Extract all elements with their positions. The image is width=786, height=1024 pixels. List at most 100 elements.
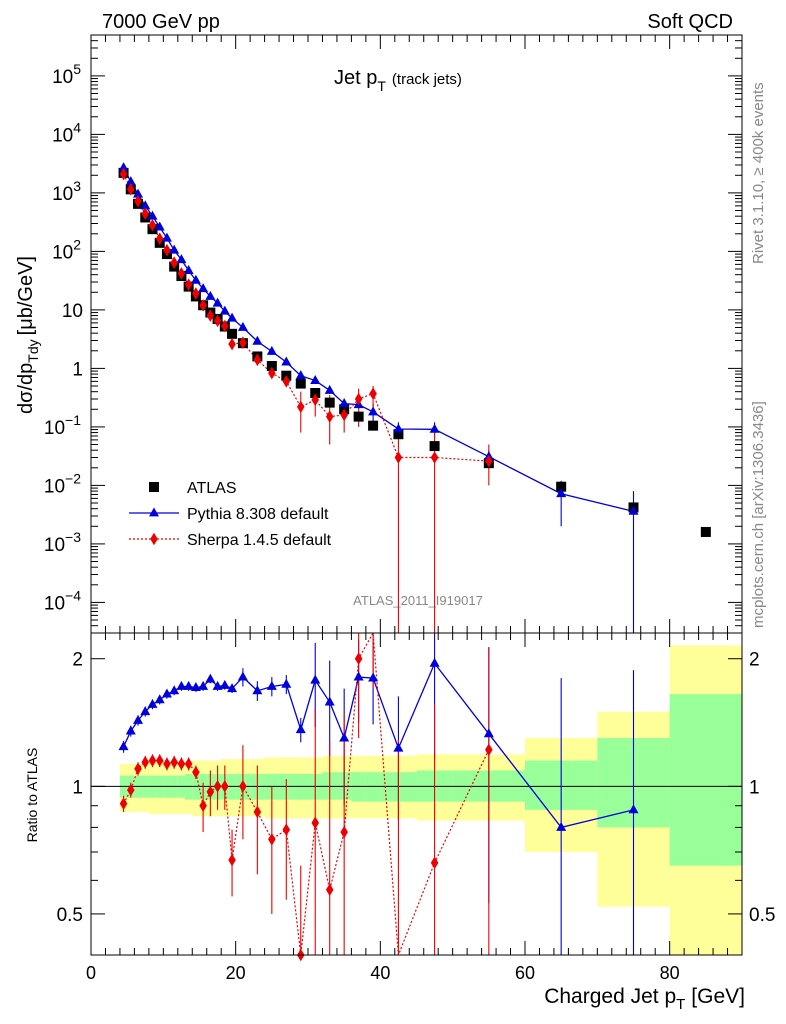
sherpa-ratio-marker [213, 780, 222, 793]
atlas-marker [700, 526, 711, 537]
pythia-marker [147, 210, 158, 220]
pythia-ratio-marker [281, 678, 292, 688]
pythia-marker [219, 305, 230, 315]
sherpa-marker [155, 232, 164, 245]
legend-label: Pythia 8.308 default [187, 506, 329, 523]
pythia-ratio-marker [310, 674, 321, 684]
sherpa-ratio-marker [354, 652, 363, 666]
atlas-marker [429, 441, 440, 452]
sherpa-marker [239, 336, 247, 350]
plot-title: Jet pT (track jets) [334, 67, 462, 94]
pythia-ratio-marker [393, 742, 404, 752]
pythia-ratio-marker [628, 804, 639, 814]
pythia-ratio-marker [212, 680, 223, 690]
sherpa-line [123, 173, 489, 462]
pythia-ratio-marker [198, 680, 209, 690]
sherpa-marker [282, 375, 291, 388]
pythia-ratio-marker [429, 657, 440, 667]
sherpa-ratio-marker [206, 785, 215, 799]
x-tick-label: 60 [515, 963, 535, 983]
sherpa-ratio-marker [340, 825, 348, 839]
pythia-marker [368, 406, 379, 416]
pythia-ratio-marker [176, 680, 187, 690]
legend-sherpa-marker [150, 532, 158, 546]
pythia-ratio-marker [125, 725, 136, 735]
sherpa-ratio-marker [239, 780, 247, 793]
pythia-marker [205, 290, 216, 300]
pythia-ratio-marker [219, 679, 230, 689]
sherpa-ratio-marker [282, 823, 291, 837]
atlas-marker [295, 378, 306, 389]
pythia-ratio-marker [252, 685, 263, 695]
pythia-ratio-marker [368, 672, 379, 682]
pythia-ratio-marker [154, 694, 165, 704]
y-tick-label: 105 [52, 61, 81, 88]
rivet-label: Rivet 3.1.10, ≥ 400k events [750, 82, 767, 264]
sherpa-marker [430, 451, 439, 464]
pythia-marker [198, 283, 209, 293]
pythia-marker [118, 162, 129, 172]
pythia-marker [556, 488, 567, 498]
ratio-y-tick-label-right: 1 [749, 777, 760, 798]
legend-label: ATLAS [187, 480, 237, 497]
band-inner [669, 694, 742, 866]
sherpa-marker [148, 218, 157, 232]
sherpa-marker [177, 267, 186, 280]
pythia-marker [295, 370, 306, 380]
sherpa-marker [184, 278, 193, 291]
ratio-y-tick-label-right: 2 [749, 650, 760, 671]
x-tick-label: 0 [86, 963, 96, 983]
sherpa-marker [394, 451, 403, 464]
sherpa-ratio-marker [155, 754, 164, 767]
pythia-marker [212, 297, 223, 307]
sherpa-ratio-marker [141, 755, 150, 769]
pythia-ratio-marker [339, 732, 350, 742]
y-tick-label: 104 [52, 119, 81, 146]
pythia-ratio-marker [237, 671, 248, 681]
sherpa-marker [170, 256, 178, 270]
pythia-marker [154, 221, 165, 231]
atlas-marker [556, 481, 567, 492]
pythia-marker [183, 265, 194, 275]
sherpa-marker [199, 298, 207, 312]
sherpa-marker [268, 366, 276, 380]
pythia-ratio-marker [556, 821, 567, 831]
atlas-marker [310, 387, 321, 398]
pythia-line [122, 167, 634, 512]
pythia-ratio-marker [140, 706, 151, 716]
pythia-ratio-marker [483, 728, 494, 738]
upper-y-label: dσ/dpTdy[μb/GeV] [15, 256, 41, 414]
pythia-ratio-marker [161, 688, 172, 698]
sherpa-marker [119, 167, 128, 181]
sherpa-ratio-marker [199, 799, 207, 813]
x-tick-label: 40 [370, 963, 390, 983]
y-tick-label: 103 [52, 178, 81, 205]
pythia-marker [628, 505, 639, 515]
band-inner [351, 772, 366, 802]
sherpa-ratio-marker [134, 762, 142, 776]
sherpa-marker [127, 183, 135, 196]
x-tick-label: 80 [660, 963, 680, 983]
pythia-marker [125, 176, 136, 186]
pythia-marker [176, 254, 187, 264]
sherpa-ratio-marker [192, 765, 200, 779]
atlas-marker [324, 397, 335, 408]
pythia-ratio-marker [227, 683, 238, 693]
pythia-marker [266, 345, 277, 355]
sherpa-ratio-marker [163, 757, 171, 771]
lower-y-label: Ratio to ATLAS [24, 748, 40, 843]
sherpa-marker [206, 309, 215, 322]
pythia-marker [227, 312, 238, 322]
pythia-marker [310, 374, 321, 384]
sherpa-marker [311, 393, 320, 407]
sherpa-marker [134, 194, 142, 208]
ratio-y-tick-label-left: 1 [72, 777, 83, 798]
sherpa-ratio-marker [485, 743, 493, 757]
pythia-ratio-marker [266, 680, 277, 690]
legend-pythia-marker [149, 507, 159, 517]
sherpa-marker [354, 392, 363, 406]
sherpa-marker [141, 207, 150, 221]
atlas-marker [368, 420, 379, 431]
sherpa-marker [325, 410, 334, 423]
